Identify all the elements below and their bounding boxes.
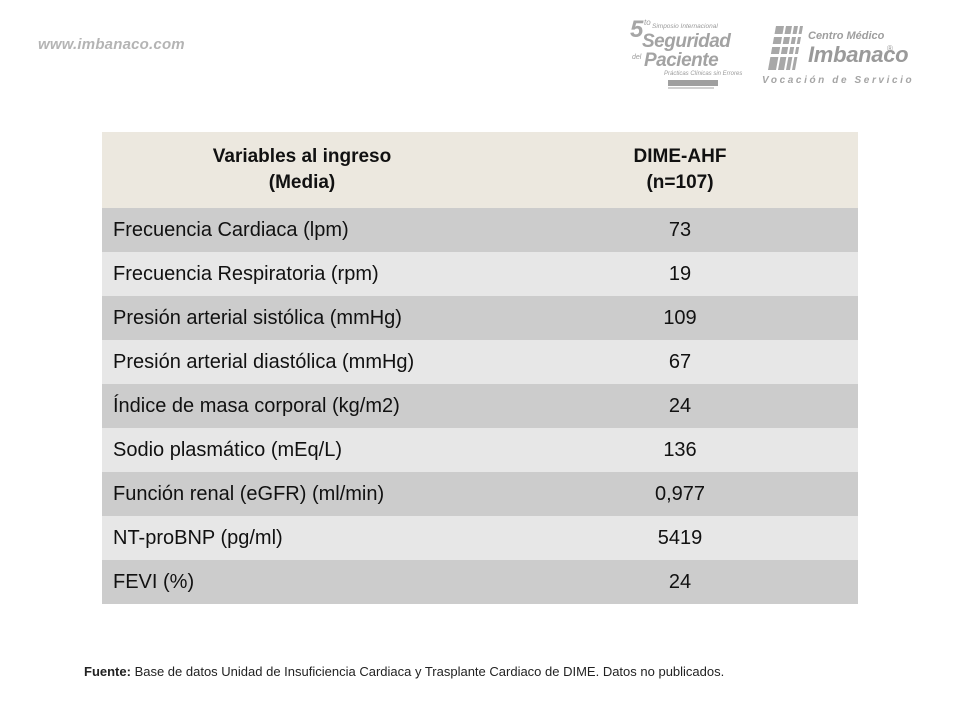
row-variable: Presión arterial sistólica (mmHg) [102,296,502,340]
row-variable: Índice de masa corporal (kg/m2) [102,384,502,428]
table-row: Frecuencia Respiratoria (rpm) 19 [102,252,858,296]
symposium-logo: 5 to Simposio Internacional Seguridad de… [628,14,742,92]
row-variable: NT-proBNP (pg/ml) [102,516,502,560]
symposium-line1: Simposio Internacional [652,23,718,30]
header-dime-ahf: DIME-AHF (n=107) [502,132,858,208]
building-icon [764,26,804,70]
source-label: Fuente: [84,664,131,679]
header-variables-line1: Variables al ingreso [212,146,392,167]
symposium-underline [668,87,714,89]
header-dime-line2: (n=107) [646,172,714,193]
symposium-line2: Seguridad [642,31,731,52]
table-row: Presión arterial diastólica (mmHg) 67 [102,340,858,384]
row-value: 73 [502,208,858,252]
row-value: 19 [502,252,858,296]
table-header-row: Variables al ingreso (Media) DIME-AHF (n… [102,132,858,208]
table-row: Frecuencia Cardiaca (lpm) 73 [102,208,858,252]
table-row: FEVI (%) 24 [102,560,858,604]
table-row: Función renal (eGFR) (ml/min) 0,977 [102,472,858,516]
symposium-connector: del [632,54,642,61]
header-variables: Variables al ingreso (Media) [102,132,502,208]
table-row: Índice de masa corporal (kg/m2) 24 [102,384,858,428]
imbanaco-top-text: Centro Médico [808,30,885,42]
row-variable: Frecuencia Respiratoria (rpm) [102,252,502,296]
symposium-number: 5 [630,16,644,43]
row-value: 109 [502,296,858,340]
row-variable: Función renal (eGFR) (ml/min) [102,472,502,516]
source-text: Base de datos Unidad de Insuficiencia Ca… [130,664,725,679]
symposium-line4: Prácticas Clínicas sin Errores [664,71,743,77]
row-variable: Frecuencia Cardiaca (lpm) [102,208,502,252]
symposium-superscript: to [644,18,651,27]
imbanaco-logo: Centro Médico Imbanaco ® Vocación de Ser… [760,18,930,90]
row-variable: Presión arterial diastólica (mmHg) [102,340,502,384]
row-value: 0,977 [502,472,858,516]
imbanaco-name: Imbanaco [808,42,909,67]
header-dime-line1: DIME-AHF [633,146,727,167]
header-variables-line2: (Media) [268,172,336,193]
symposium-date-bar [668,80,718,86]
row-value: 24 [502,560,858,604]
table-row: Presión arterial sistólica (mmHg) 109 [102,296,858,340]
table-row: Sodio plasmático (mEq/L) 136 [102,428,858,472]
row-value: 24 [502,384,858,428]
table-row: NT-proBNP (pg/ml) 5419 [102,516,858,560]
imbanaco-tagline: Vocación de Servicio [762,75,915,86]
registered-mark: ® [887,44,893,53]
row-value: 136 [502,428,858,472]
source-note: Fuente: Base de datos Unidad de Insufici… [84,664,724,679]
site-url: www.imbanaco.com [38,36,185,53]
row-value: 5419 [502,516,858,560]
row-value: 67 [502,340,858,384]
row-variable: FEVI (%) [102,560,502,604]
row-variable: Sodio plasmático (mEq/L) [102,428,502,472]
symposium-line3: Paciente [644,50,719,71]
variables-table: Variables al ingreso (Media) DIME-AHF (n… [102,132,858,604]
